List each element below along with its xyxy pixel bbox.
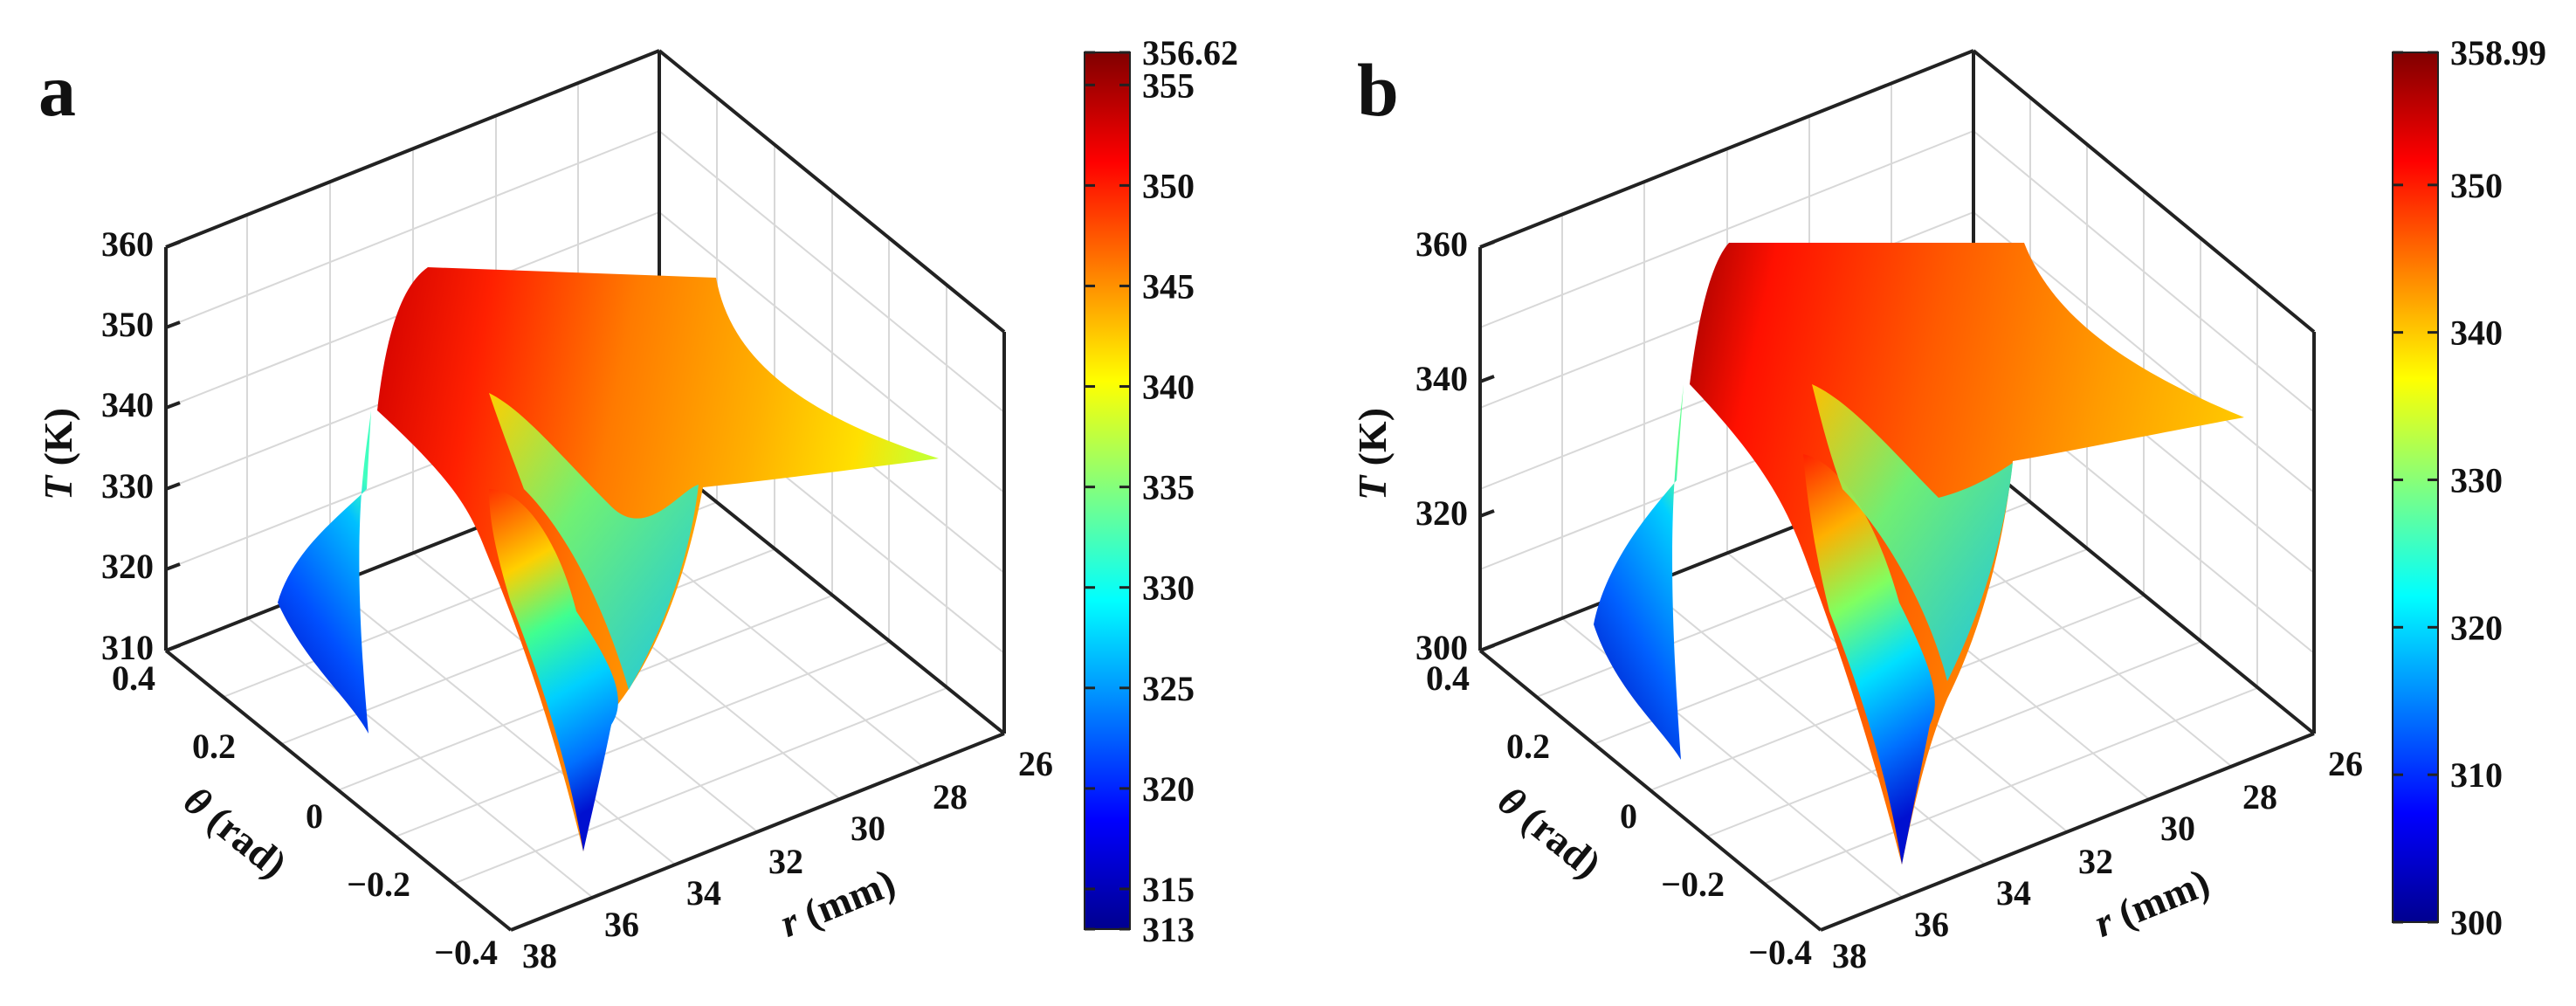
theta-tick-label: −0.4 xyxy=(434,933,498,972)
colorbar-tick-label: 320 xyxy=(1142,769,1195,809)
colorbar-tick-label: 315 xyxy=(1142,870,1195,909)
z-axis-label-a: T (K) xyxy=(36,408,80,500)
panel-a: a xyxy=(36,33,1238,975)
r-tick-label: 32 xyxy=(768,842,803,881)
z-tick-label: 300 xyxy=(1415,628,1468,667)
colorbar-a-ticks: 315 320 325 330 335 340 345 350 355 313 356.62 xyxy=(1085,33,1238,949)
theta-tick-label: 0.4 xyxy=(112,658,155,698)
colorbar-a: 315 320 325 330 335 340 345 350 355 313 356.62 xyxy=(1084,33,1238,949)
z-tick-label: 320 xyxy=(1415,493,1468,533)
surface-a-left-lobe xyxy=(278,410,371,734)
r-tick-label: 30 xyxy=(2160,809,2195,848)
theta-axis-label-b: θ (rad) xyxy=(1490,778,1609,887)
colorbar-tick-label: 356.62 xyxy=(1142,33,1238,72)
r-tick-label: 36 xyxy=(604,905,639,944)
r-tick-label: 26 xyxy=(2328,744,2363,783)
colorbar-tick-label: 313 xyxy=(1142,910,1195,949)
r-tick-label: 28 xyxy=(2242,777,2277,817)
z-tick-label: 350 xyxy=(101,305,154,344)
z-tick-label: 340 xyxy=(1415,359,1468,398)
z-tick-label: 320 xyxy=(101,547,154,586)
theta-tick-label: 0.4 xyxy=(1426,658,1470,698)
r-tick-label: 34 xyxy=(686,873,721,913)
colorbar-tick-label: 340 xyxy=(2450,314,2503,353)
colorbar-tick-label: 340 xyxy=(1142,368,1195,407)
z-axis-label-b: T (K) xyxy=(1350,408,1395,500)
r-axis-a: 38 36 34 32 30 28 26 r (mm) xyxy=(522,744,1053,975)
colorbar-tick-label: 325 xyxy=(1142,669,1195,708)
surface-a-trough xyxy=(489,489,618,851)
surface-b-trough xyxy=(1803,454,1935,865)
theta-axis-b: 0.4 0.2 0 −0.2 −0.4 θ (rad) xyxy=(1426,658,1812,972)
r-tick-label: 38 xyxy=(1832,936,1867,975)
theta-tick-label: 0 xyxy=(306,796,323,836)
colorbar-tick-label: 335 xyxy=(1142,468,1195,507)
colorbar-tick-label: 358.99 xyxy=(2450,33,2546,72)
axis-frame-a xyxy=(164,49,1006,932)
surface-b xyxy=(1594,243,2244,865)
colorbar-tick-label: 355 xyxy=(1142,65,1195,105)
colorbar-a-bar xyxy=(1084,52,1131,930)
r-tick-label: 36 xyxy=(1914,905,1949,944)
r-tick-label: 38 xyxy=(522,936,557,975)
z-tick-label: 310 xyxy=(101,628,154,667)
colorbar-b: 310 320 330 340 350 300 358.99 xyxy=(2392,33,2546,942)
surface-a xyxy=(278,267,939,851)
panel-label-b: b xyxy=(1357,48,1399,132)
r-tick-label: 28 xyxy=(933,777,968,817)
colorbar-b-ticks: 310 320 330 340 350 300 358.99 xyxy=(2393,33,2546,942)
colorbar-tick-label: 330 xyxy=(1142,568,1195,608)
colorbar-tick-label: 350 xyxy=(2450,166,2503,205)
r-tick-label: 26 xyxy=(1018,744,1053,783)
colorbar-tick-label: 345 xyxy=(1142,266,1195,306)
z-axis-a: 360 350 340 330 320 310 T (K) xyxy=(36,224,181,667)
colorbar-tick-label: 310 xyxy=(2450,755,2503,795)
surface-a-valley xyxy=(489,393,699,690)
r-tick-label: 30 xyxy=(851,809,885,848)
colorbar-tick-label: 350 xyxy=(1142,166,1195,205)
r-tick-label: 32 xyxy=(2078,842,2113,881)
theta-tick-label: −0.4 xyxy=(1748,933,1812,972)
z-tick-label: 360 xyxy=(1415,224,1468,264)
surface-b-left-lobe xyxy=(1594,384,1684,760)
grid-floor-a xyxy=(165,487,947,931)
theta-tick-label: 0.2 xyxy=(1506,727,1550,766)
theta-tick-label: −0.2 xyxy=(347,865,410,904)
theta-tick-label: 0 xyxy=(1620,796,1637,836)
z-tick-label: 360 xyxy=(101,224,154,264)
theta-tick-label: 0.2 xyxy=(192,727,236,766)
z-axis-b: 360 340 320 300 T (K) xyxy=(1350,224,1495,667)
z-tick-label: 340 xyxy=(101,385,154,424)
colorbar-tick-label: 330 xyxy=(2450,460,2503,500)
colorbar-tick-label: 300 xyxy=(2450,903,2503,942)
theta-tick-label: −0.2 xyxy=(1661,865,1725,904)
r-tick-label: 34 xyxy=(1996,873,2031,913)
colorbar-b-bar xyxy=(2392,52,2439,923)
panel-b: b xyxy=(1350,33,2546,975)
surface-b-valley xyxy=(1812,384,2013,681)
theta-axis-label-a: θ (rad) xyxy=(176,778,295,887)
theta-axis-a: 0.4 0.2 0 −0.2 −0.4 θ (rad) xyxy=(112,658,498,972)
z-tick-label: 330 xyxy=(101,466,154,506)
colorbar-tick-label: 320 xyxy=(2450,608,2503,647)
panel-label-a: a xyxy=(38,48,76,132)
